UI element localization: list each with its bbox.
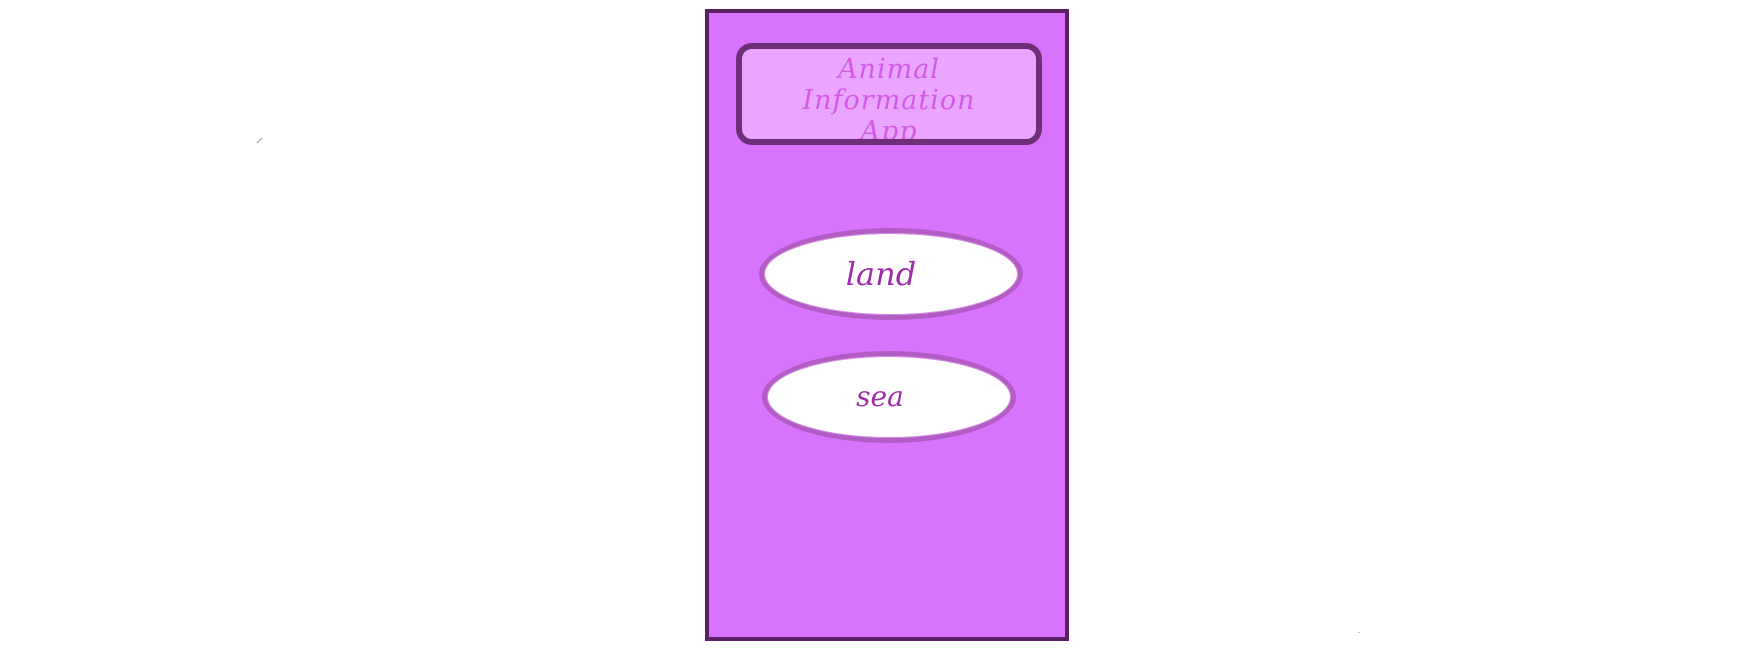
app-title: Animal Information App xyxy=(802,54,976,145)
stray-mark xyxy=(256,137,263,144)
stray-dot xyxy=(1358,632,1360,633)
app-header: Animal Information App xyxy=(736,43,1042,145)
sea-button-label: sea xyxy=(856,380,904,413)
land-button-label: land xyxy=(845,255,917,293)
land-button[interactable]: land xyxy=(759,228,1023,320)
phone-screen: Animal Information App land sea xyxy=(705,9,1069,641)
sea-button[interactable]: sea xyxy=(762,351,1016,443)
